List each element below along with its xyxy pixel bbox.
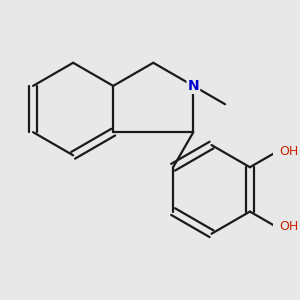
Text: OH: OH (279, 220, 298, 233)
Text: OH: OH (279, 145, 298, 158)
Text: N: N (188, 79, 199, 93)
